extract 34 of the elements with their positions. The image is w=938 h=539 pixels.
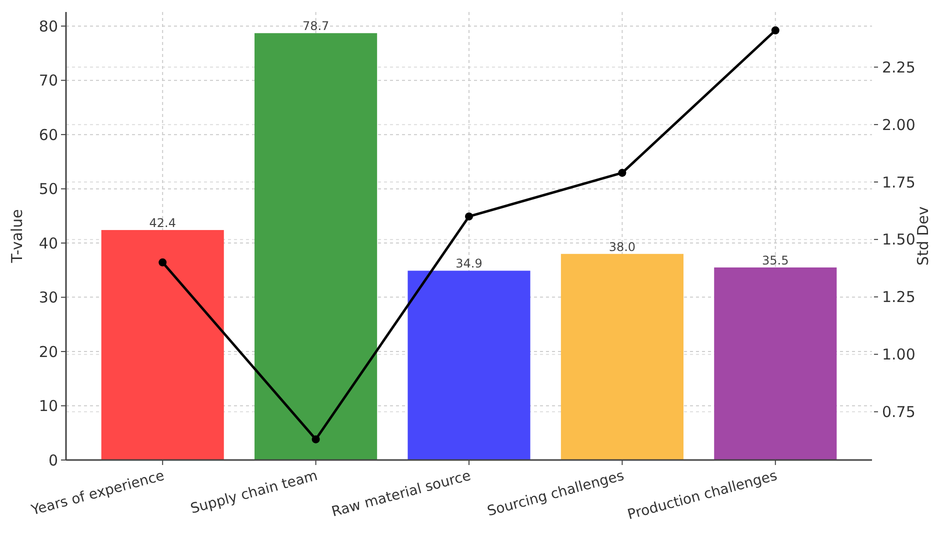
point — [312, 435, 320, 444]
y2-axis-title: Std Dev — [914, 206, 932, 266]
data-label: 42.4 — [149, 216, 176, 230]
point — [465, 212, 473, 220]
y2-tick-label: 1.75 — [882, 173, 916, 192]
data-label: 78.7 — [302, 19, 330, 34]
bar — [714, 267, 837, 460]
y2-tick-label: 2.00 — [882, 116, 916, 134]
y2-tick-label: 0.75 — [882, 403, 916, 422]
y2-tick-label: 2.25 — [882, 58, 916, 76]
data-label: 38.0 — [608, 240, 636, 254]
data-label: 34.9 — [456, 256, 482, 271]
point — [771, 26, 780, 34]
y-tick-label: 10 — [38, 397, 58, 416]
point — [618, 168, 626, 177]
y-tick-label: 40 — [38, 234, 58, 252]
y-tick-label: 60 — [38, 126, 58, 144]
y2-tick-label: 1.50 — [882, 230, 916, 249]
bar — [101, 230, 224, 460]
y2-tick-label: 1.25 — [882, 288, 916, 306]
y-tick-label: 70 — [38, 72, 58, 90]
y-tick-label: 0 — [48, 451, 58, 470]
y2-tick-label: 1.00 — [882, 346, 916, 364]
bar — [254, 33, 378, 460]
y-tick-label: 20 — [38, 342, 58, 361]
bar — [408, 270, 530, 460]
data-label: 35.5 — [762, 253, 789, 268]
y-tick-label: 50 — [38, 180, 58, 198]
y-tick-label: 30 — [38, 288, 58, 307]
bar — [560, 254, 684, 460]
y-axis-title: T-value — [8, 209, 26, 264]
y-tick-label: 80 — [38, 17, 58, 36]
x-tick-label: Supply chain team — [188, 468, 320, 518]
point — [158, 258, 167, 266]
